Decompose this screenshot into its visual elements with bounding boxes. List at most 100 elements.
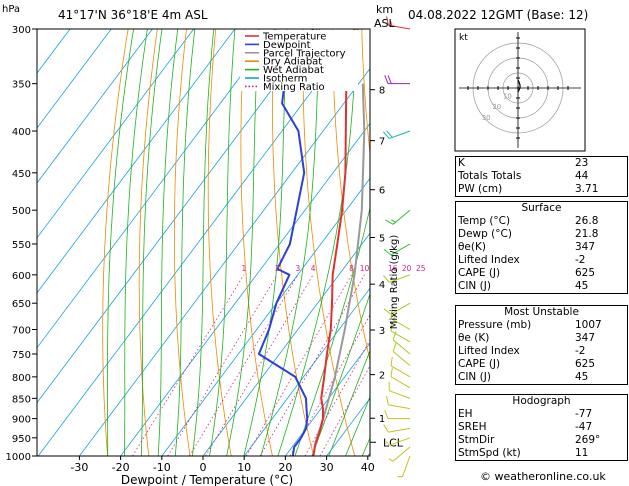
pressure-tick-label: 400 <box>12 127 31 138</box>
wind-barb-flag <box>390 321 393 332</box>
index-label: Totals Totals <box>458 170 522 182</box>
wind-barb <box>383 302 411 315</box>
indices-top-box: K 23 Totals Totals 44 PW (cm) 3.71 <box>455 156 628 197</box>
mixing-ratio-line <box>259 274 365 456</box>
wind-barb-flag <box>383 308 392 315</box>
mixing-ratio-label: 1 <box>242 264 247 273</box>
index-value: -2 <box>575 345 586 357</box>
wind-barb-flag <box>392 331 397 340</box>
wind-barb-flag <box>385 219 394 225</box>
pressure-tick-label: 350 <box>12 80 31 91</box>
dry-adiabat-line <box>240 29 273 456</box>
pressure-tick-label: 650 <box>12 299 31 310</box>
index-value: 269° <box>575 434 601 446</box>
wind-barb-staff <box>390 365 411 378</box>
legend-background <box>240 30 358 91</box>
wind-barb <box>388 381 411 399</box>
index-value: 11 <box>575 447 589 459</box>
wind-barb-staff <box>389 274 411 283</box>
wind-barb-flag <box>390 367 393 377</box>
wet-adiabat-line <box>345 395 370 456</box>
dry-adiabat-line <box>174 29 191 456</box>
index-row: SREH -47 <box>456 421 627 434</box>
mixing-ratio-label: 20 <box>402 264 412 273</box>
hodograph-title: Hodograph <box>512 395 571 407</box>
legend-label: Temperature <box>262 32 326 43</box>
pressure-tick-label: 800 <box>12 373 31 384</box>
temperature-tick-label: 40 <box>361 461 375 474</box>
pressure-tick-label: 700 <box>12 326 31 337</box>
pressure-tick-label: 550 <box>12 240 31 251</box>
index-label: CIN (J) <box>458 280 491 292</box>
wind-barb-flag <box>386 395 389 405</box>
index-label: θe (K) <box>458 332 490 344</box>
height-tick-label: 5 <box>379 233 385 244</box>
index-row: Lifted Index -2 <box>456 345 627 358</box>
hodograph-frame <box>454 28 586 152</box>
wet-adiabat-line <box>157 29 179 456</box>
wind-barb-flag <box>383 131 390 139</box>
wind-barb-flag <box>390 356 393 366</box>
wind-barb <box>386 395 411 410</box>
height-unit-km: km <box>376 3 394 16</box>
index-row: θe (K) 347 <box>456 332 627 345</box>
index-label: θe(K) <box>458 241 486 253</box>
hodograph-ring-label: 30 <box>482 114 491 122</box>
wind-barb-staff <box>388 24 411 30</box>
mixing-ratio-line <box>189 274 299 456</box>
index-row: K 23 <box>456 157 627 170</box>
index-value: 625 <box>575 358 596 370</box>
wind-barb-half-flag <box>393 315 396 321</box>
legend-label: Dry Adiabat <box>263 57 322 68</box>
wind-barb <box>388 446 411 462</box>
wind-barb-flag <box>387 75 392 84</box>
index-row: Pressure (mb) 1007 <box>456 319 627 332</box>
height-tick-label: 3 <box>379 326 385 337</box>
isotherm-line <box>120 122 370 456</box>
wind-barb <box>383 130 411 140</box>
height-tick-label: 1 <box>379 414 385 425</box>
wind-barb <box>385 437 411 446</box>
pressure-tick-label: 600 <box>12 271 31 282</box>
index-label: Lifted Index <box>458 254 520 266</box>
wet-adiabat-line <box>209 29 236 456</box>
index-value: -47 <box>575 421 593 433</box>
wet-adiabat-line <box>243 29 288 456</box>
index-value: 23 <box>575 157 589 169</box>
hodograph-ring-label: 20 <box>492 103 501 111</box>
index-row: CIN (J) 45 <box>456 371 627 384</box>
hodograph-ring-label: 10 <box>503 93 512 101</box>
isotherm-line <box>202 232 370 456</box>
wet-adiabat-line <box>124 29 148 456</box>
index-value: 3.71 <box>575 183 599 195</box>
legend-label: Parcel Trajectory <box>263 48 346 59</box>
index-row: Dewp (°C) 21.8 <box>456 228 627 241</box>
isotherm-line <box>37 29 153 184</box>
most-unstable-box: Most Unstable Pressure (mb) 1007 θe (K) 347… <box>455 305 628 385</box>
isotherm-line <box>161 177 370 456</box>
wind-barbs <box>383 16 411 478</box>
x-axis-title: Dewpoint / Temperature (°C) <box>121 473 293 486</box>
wet-adiabat-line <box>277 29 358 456</box>
temperature-tick-label: 30 <box>320 461 334 474</box>
wet-adiabat-line <box>191 29 215 456</box>
wind-barb <box>385 209 411 225</box>
isotherm-line <box>37 29 112 129</box>
index-row: CAPE (J) 625 <box>456 358 627 371</box>
wind-barb <box>390 367 411 389</box>
pressure-tick-label: 850 <box>12 394 31 405</box>
wind-barb-flag <box>386 16 389 26</box>
wind-barb-flag <box>383 275 390 283</box>
isotherm-line <box>37 29 236 294</box>
index-value: 44 <box>575 170 589 182</box>
index-label: Lifted Index <box>458 345 520 357</box>
index-row: CIN (J) 45 <box>456 280 627 293</box>
surface-box: Surface Temp (°C) 26.8 Dewp (°C) 21.8 θe(K) 3… <box>455 201 628 294</box>
copyright: © weatheronline.co.uk <box>480 470 606 483</box>
wet-adiabat-line <box>174 29 196 456</box>
mixing-ratio-label: 2 <box>275 264 280 273</box>
wind-barb <box>392 342 411 366</box>
wind-barb-staff <box>392 209 411 225</box>
wind-barb <box>390 356 411 378</box>
pressure-tick-label: 500 <box>12 206 31 217</box>
